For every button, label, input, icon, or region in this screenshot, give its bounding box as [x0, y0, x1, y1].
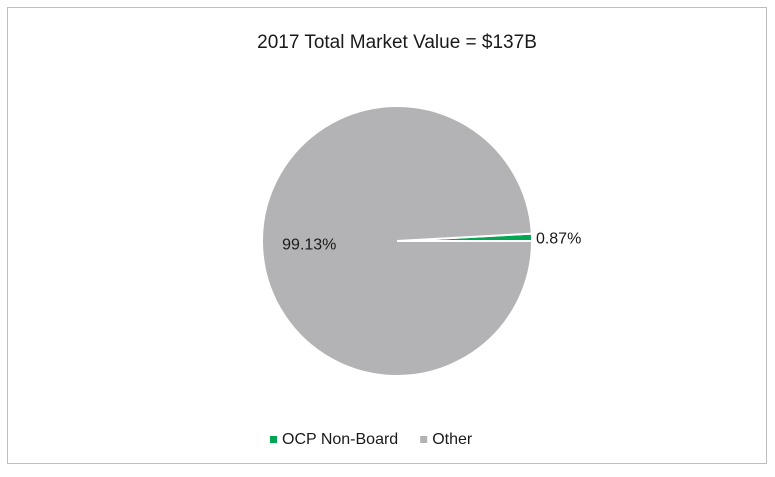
- legend-swatch: [270, 436, 277, 443]
- legend-label: OCP Non-Board: [282, 431, 398, 448]
- chart-title: 2017 Total Market Value = $137B: [257, 32, 537, 53]
- legend-label: Other: [432, 431, 473, 448]
- legend-swatch: [420, 436, 428, 443]
- pie-slice: [261, 105, 534, 378]
- data-label: 99.13%: [282, 237, 336, 254]
- data-label: 0.87%: [536, 230, 581, 247]
